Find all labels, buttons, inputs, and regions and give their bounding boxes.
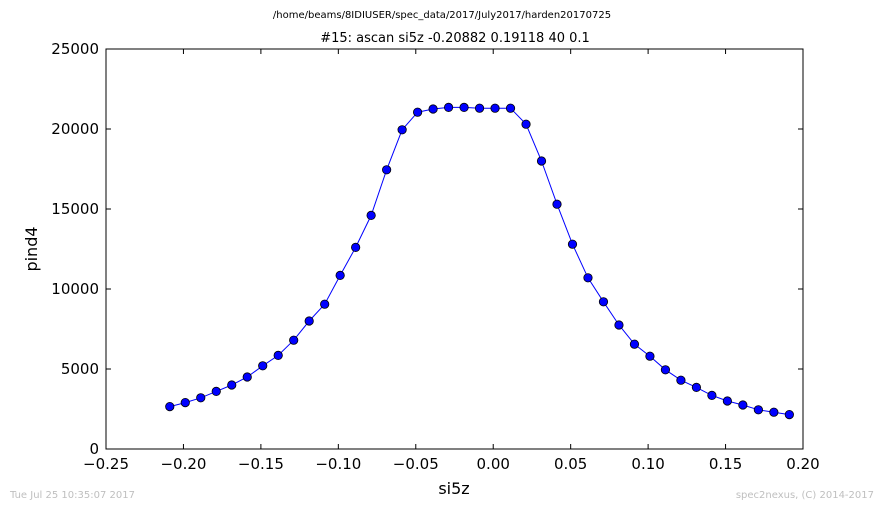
chart-title: #15: ascan si5z -0.20882 0.19118 40 0.1 bbox=[320, 31, 590, 46]
data-point bbox=[490, 103, 500, 113]
data-point bbox=[769, 407, 779, 417]
data-point bbox=[443, 102, 454, 113]
data-point bbox=[180, 397, 190, 408]
data-point bbox=[784, 409, 794, 420]
x-tick-label: −0.15 bbox=[238, 455, 284, 473]
data-point bbox=[351, 242, 361, 252]
data-point bbox=[567, 239, 578, 249]
data-point bbox=[629, 339, 640, 349]
data-point bbox=[660, 365, 671, 375]
data-point bbox=[676, 375, 686, 385]
axis-ticks: −0.25 −0.20 −0.15 −0.10 −0.05 0.00 0.05 0.10 0.1… bbox=[51, 40, 819, 473]
x-axis-label: si5z bbox=[438, 479, 469, 498]
x-tick-label: 0.10 bbox=[631, 455, 664, 473]
chart-suptitle: /home/beams/8IDIUSER/spec_data/2017/July… bbox=[273, 10, 611, 21]
data-point bbox=[552, 199, 562, 209]
y-tick-label: 10000 bbox=[51, 280, 99, 298]
data-point bbox=[413, 107, 423, 117]
footer-timestamp: Tue Jul 25 10:35:07 2017 bbox=[9, 490, 135, 501]
y-tick-label: 5000 bbox=[61, 360, 99, 378]
data-point bbox=[211, 386, 221, 396]
data-point bbox=[598, 297, 609, 307]
x-tick-label: 0.00 bbox=[477, 455, 510, 473]
data-point bbox=[335, 270, 345, 280]
data-point bbox=[273, 350, 283, 360]
y-axis-label: pind4 bbox=[22, 226, 41, 271]
plot-frame bbox=[105, 48, 804, 450]
data-point bbox=[304, 316, 314, 326]
data-point bbox=[428, 104, 438, 114]
y-tick-label: 0 bbox=[89, 440, 99, 458]
data-point bbox=[459, 102, 469, 113]
data-point bbox=[366, 210, 376, 220]
y-tick-label: 25000 bbox=[51, 40, 99, 58]
data-point bbox=[738, 400, 748, 410]
x-tick-label: 0.05 bbox=[554, 455, 587, 473]
data-point bbox=[505, 103, 516, 113]
data-point bbox=[536, 156, 547, 166]
x-tick-label: 0.20 bbox=[786, 455, 819, 473]
y-tick-label: 20000 bbox=[51, 120, 99, 138]
x-tick-label: 0.15 bbox=[709, 455, 742, 473]
x-tick-label: −0.20 bbox=[160, 455, 206, 473]
data-point bbox=[722, 396, 732, 406]
data-point bbox=[258, 361, 268, 371]
data-point bbox=[707, 390, 717, 400]
data-point bbox=[691, 382, 702, 392]
data-point bbox=[583, 273, 593, 283]
x-tick-label: −0.10 bbox=[315, 455, 361, 473]
data-point bbox=[382, 165, 392, 175]
plot-area bbox=[165, 102, 794, 420]
data-point bbox=[753, 405, 763, 415]
data-point bbox=[397, 125, 407, 135]
data-point bbox=[242, 372, 252, 382]
data-point bbox=[645, 351, 655, 361]
y-tick-label: 15000 bbox=[51, 200, 99, 218]
data-point bbox=[165, 401, 175, 412]
data-point bbox=[227, 380, 237, 390]
data-point bbox=[196, 393, 206, 403]
data-point bbox=[614, 320, 624, 330]
data-point bbox=[320, 299, 330, 309]
x-tick-label: −0.05 bbox=[393, 455, 439, 473]
data-point bbox=[289, 335, 299, 345]
x-tick-label: −0.25 bbox=[83, 455, 129, 473]
data-point bbox=[474, 103, 485, 113]
data-point bbox=[521, 119, 531, 129]
footer-credit: spec2nexus, (C) 2014-2017 bbox=[736, 490, 874, 501]
